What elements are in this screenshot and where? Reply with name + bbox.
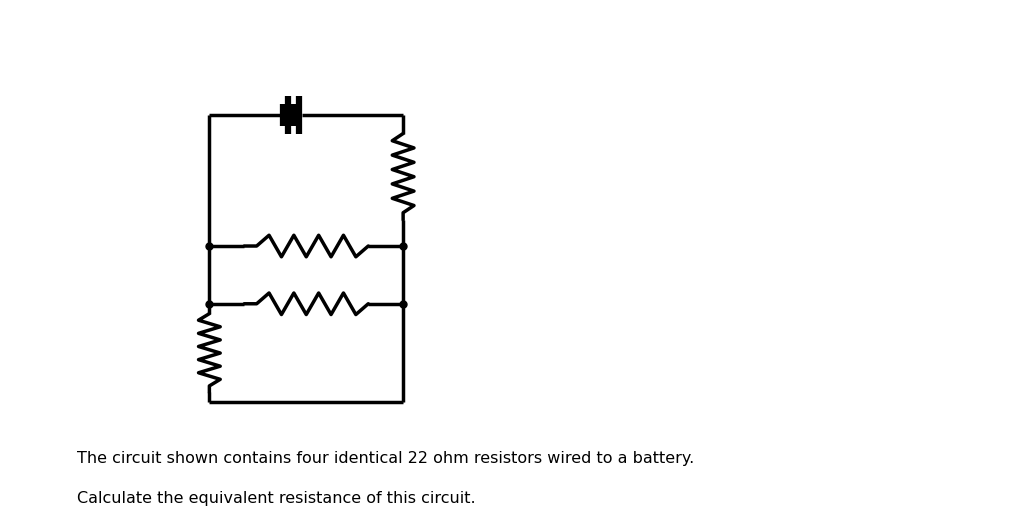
Text: The circuit shown contains four identical 22 ohm resistors wired to a battery.: The circuit shown contains four identica… xyxy=(77,451,694,466)
Text: Calculate the equivalent resistance of this circuit.: Calculate the equivalent resistance of t… xyxy=(77,491,475,506)
